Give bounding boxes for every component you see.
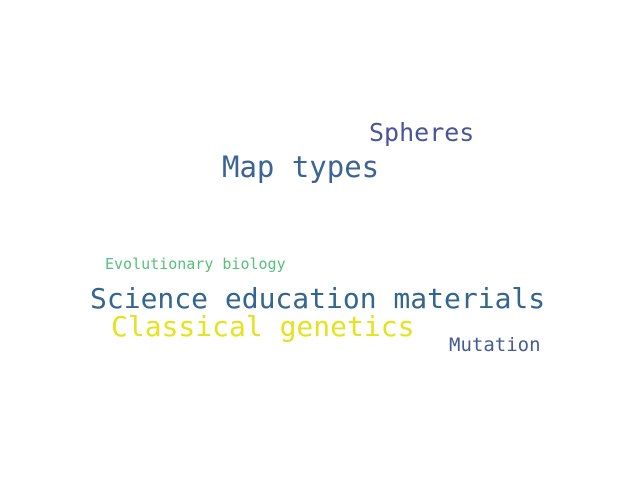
- word-spheres: Spheres: [369, 118, 475, 147]
- word-map-types: Map types: [222, 150, 380, 184]
- word-evolutionary-biology: Evolutionary biology: [105, 255, 286, 273]
- word-science-education-materials: Science education materials: [90, 282, 546, 315]
- word-mutation: Mutation: [449, 334, 541, 356]
- word-classical-genetics: Classical genetics: [111, 310, 415, 343]
